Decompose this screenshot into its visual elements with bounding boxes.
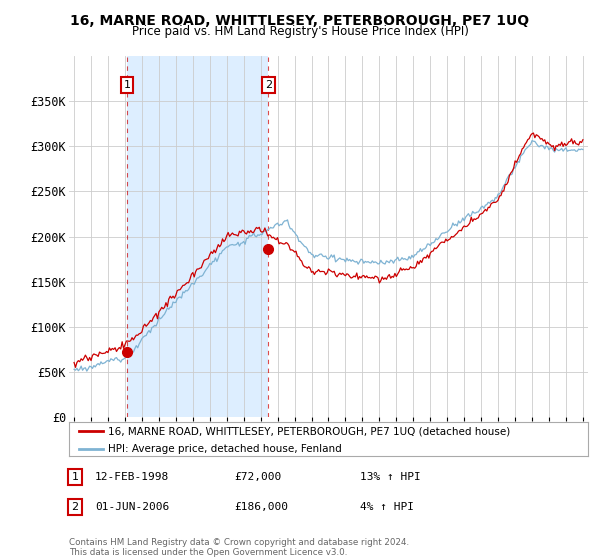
Text: 2: 2	[71, 502, 79, 512]
Text: 01-JUN-2006: 01-JUN-2006	[95, 502, 169, 512]
Text: £186,000: £186,000	[234, 502, 288, 512]
Text: 16, MARNE ROAD, WHITTLESEY, PETERBOROUGH, PE7 1UQ (detached house): 16, MARNE ROAD, WHITTLESEY, PETERBOROUGH…	[108, 426, 510, 436]
Text: 16, MARNE ROAD, WHITTLESEY, PETERBOROUGH, PE7 1UQ: 16, MARNE ROAD, WHITTLESEY, PETERBOROUGH…	[70, 14, 530, 28]
Bar	[127, 56, 268, 417]
Text: Contains HM Land Registry data © Crown copyright and database right 2024.
This d: Contains HM Land Registry data © Crown c…	[69, 538, 409, 557]
Text: 13% ↑ HPI: 13% ↑ HPI	[360, 472, 421, 482]
Text: 1: 1	[124, 80, 131, 90]
Text: 12-FEB-1998: 12-FEB-1998	[95, 472, 169, 482]
Text: 4% ↑ HPI: 4% ↑ HPI	[360, 502, 414, 512]
Text: HPI: Average price, detached house, Fenland: HPI: Average price, detached house, Fenl…	[108, 444, 341, 454]
Text: Price paid vs. HM Land Registry's House Price Index (HPI): Price paid vs. HM Land Registry's House …	[131, 25, 469, 38]
Text: £72,000: £72,000	[234, 472, 281, 482]
Text: 2: 2	[265, 80, 272, 90]
Text: 1: 1	[71, 472, 79, 482]
